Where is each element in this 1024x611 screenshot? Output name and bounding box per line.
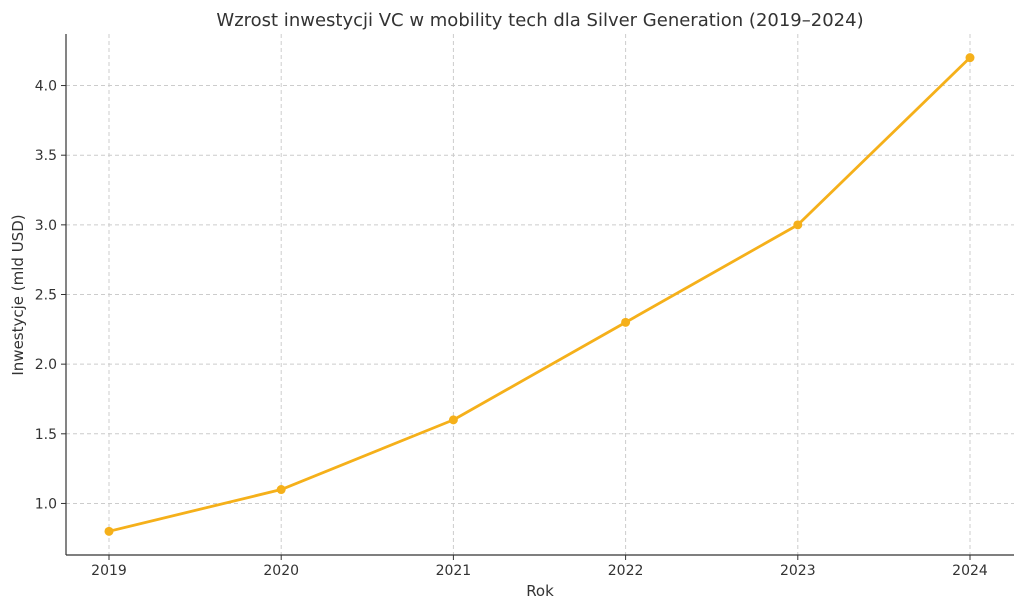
x-axis-label: Rok — [526, 582, 554, 600]
chart-title: Wzrost inwestycji VC w mobility tech dla… — [216, 10, 863, 31]
data-point-2022 — [621, 317, 631, 327]
y-tick-label: 1.5 — [35, 427, 57, 443]
x-tick-label: 2022 — [608, 563, 644, 579]
x-tick-label: 2020 — [263, 563, 299, 579]
data-point-2021 — [448, 415, 458, 425]
y-tick-label: 4.0 — [35, 79, 57, 95]
x-tick-label: 2021 — [436, 563, 472, 579]
series — [104, 53, 975, 536]
grid — [66, 34, 1014, 555]
x-tick-label: 2024 — [952, 563, 988, 579]
y-axis-label: Inwestycje (mld USD) — [9, 214, 27, 375]
ticks: 2019 2020 2021 2022 2023 2024 1.0 1.5 2.0 2.5 3.0 3… — [35, 79, 988, 579]
x-tick-label: 2019 — [91, 563, 127, 579]
data-point-2019 — [104, 526, 114, 536]
y-tick-label: 2.5 — [35, 288, 57, 304]
y-tick-label: 3.5 — [35, 148, 57, 164]
y-tick-label: 3.0 — [35, 218, 57, 234]
series-line — [107, 56, 972, 533]
data-point-2023 — [793, 220, 803, 230]
data-point-2020 — [276, 485, 286, 495]
y-tick-label: 1.0 — [35, 496, 57, 512]
y-tick-label: 2.0 — [35, 357, 57, 373]
data-point-2024 — [965, 53, 975, 63]
x-tick-label: 2023 — [780, 563, 816, 579]
